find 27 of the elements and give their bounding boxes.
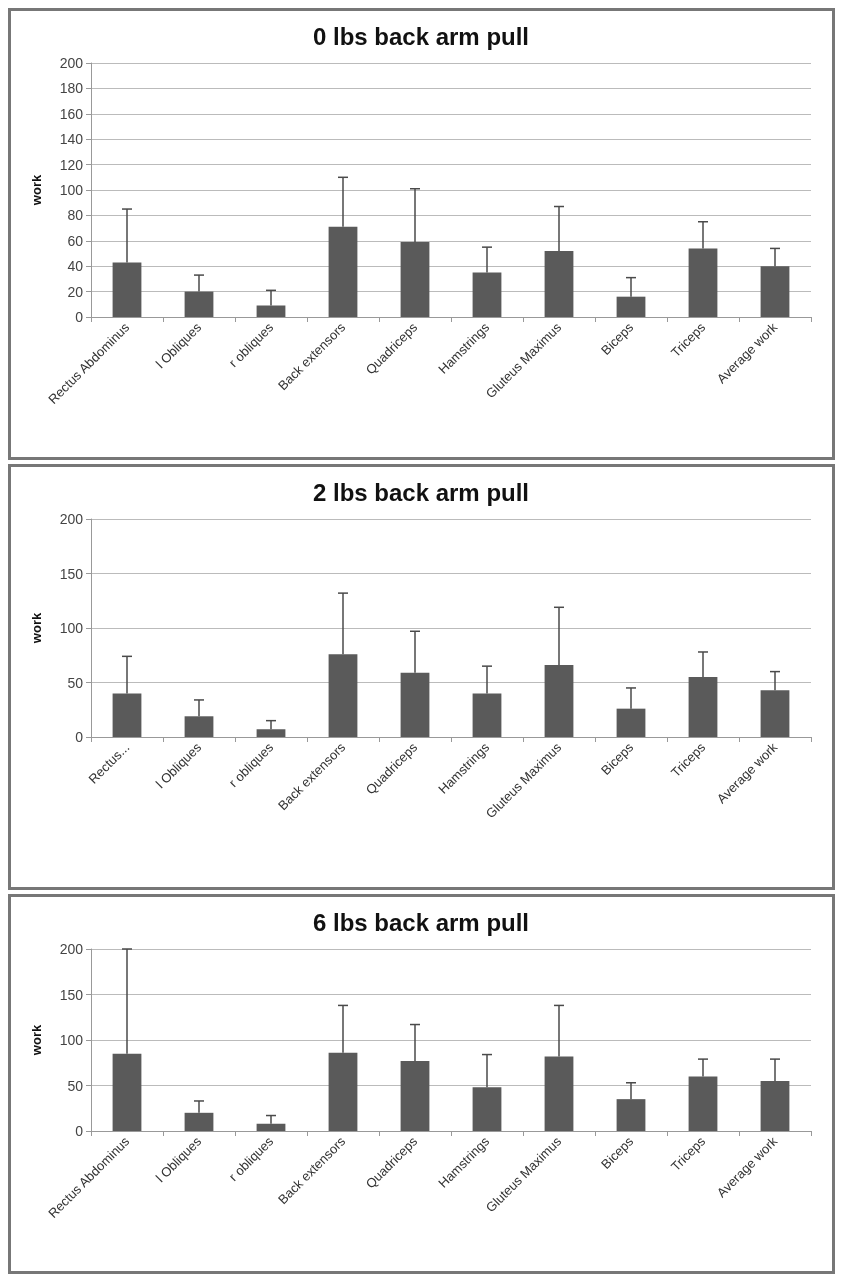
y-tick-label: 180 [59, 80, 84, 97]
y-tick-label: 150 [59, 986, 84, 1003]
y-tick-label: 50 [67, 674, 84, 691]
y-tick-label: 40 [67, 258, 84, 275]
y-axis-title: work [29, 612, 44, 645]
y-axis-title: work [29, 1024, 44, 1057]
y-tick-label: 150 [59, 565, 84, 582]
y-tick-label: 200 [59, 511, 84, 527]
chart-title: 6 lbs back arm pull [312, 908, 530, 936]
y-tick-label: 140 [59, 131, 84, 148]
y-tick-label: 160 [59, 105, 84, 122]
y-tick-label: 100 [59, 182, 84, 198]
y-tick-label: 100 [59, 620, 84, 636]
y-axis-title: work [29, 174, 44, 207]
y-tick-label: 200 [59, 55, 84, 71]
y-tick-label: 20 [67, 283, 84, 300]
y-tick-label: 0 [75, 729, 84, 745]
y-tick-label: 0 [75, 309, 84, 325]
y-tick-label: 80 [67, 207, 84, 224]
y-tick-label: 60 [67, 232, 84, 249]
y-tick-label: 0 [75, 1123, 84, 1139]
y-tick-label: 100 [59, 1032, 84, 1048]
chart-title: 2 lbs back arm pull [312, 478, 530, 506]
y-tick-label: 50 [67, 1077, 84, 1094]
chart-title: 0 lbs back arm pull [312, 22, 530, 50]
y-tick-label: 200 [59, 941, 84, 957]
y-tick-label: 120 [59, 156, 84, 173]
